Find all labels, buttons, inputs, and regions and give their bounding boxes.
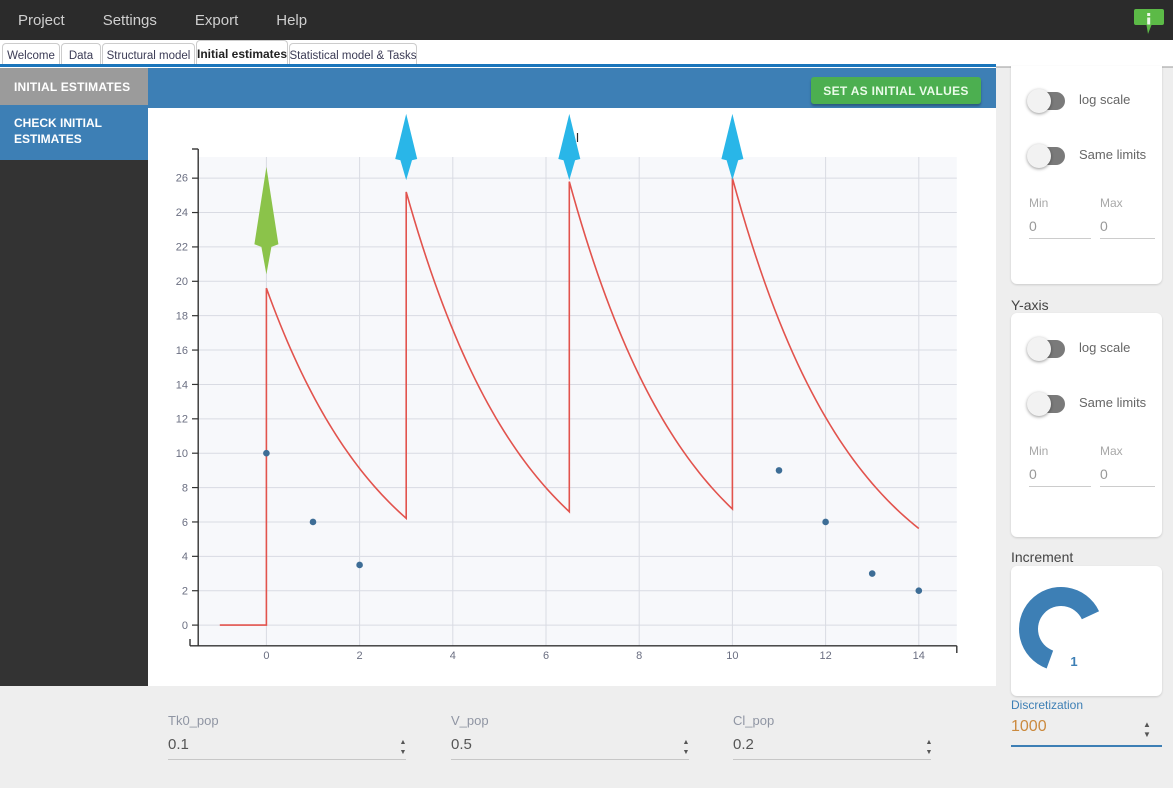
svg-text:22: 22 [176,242,188,254]
svg-text:4: 4 [182,551,188,563]
svg-text:2: 2 [182,586,188,598]
svg-text:14: 14 [913,650,925,662]
svg-text:6: 6 [182,517,188,529]
svg-text:4: 4 [450,650,456,662]
svg-text:1: 1 [1070,654,1077,669]
svg-text:0: 0 [182,620,188,632]
svg-text:24: 24 [176,207,188,219]
svg-text:26: 26 [176,173,188,185]
svg-text:8: 8 [182,483,188,495]
svg-text:12: 12 [819,650,831,662]
svg-text:6: 6 [543,650,549,662]
svg-text:8: 8 [636,650,642,662]
svg-text:0: 0 [263,650,269,662]
svg-text:14: 14 [176,380,188,392]
svg-text:20: 20 [176,276,188,288]
svg-text:12: 12 [176,414,188,426]
svg-text:18: 18 [176,311,188,323]
svg-text:10: 10 [726,650,738,662]
svg-text:10: 10 [176,448,188,460]
svg-text:2: 2 [357,650,363,662]
svg-text:16: 16 [176,345,188,357]
